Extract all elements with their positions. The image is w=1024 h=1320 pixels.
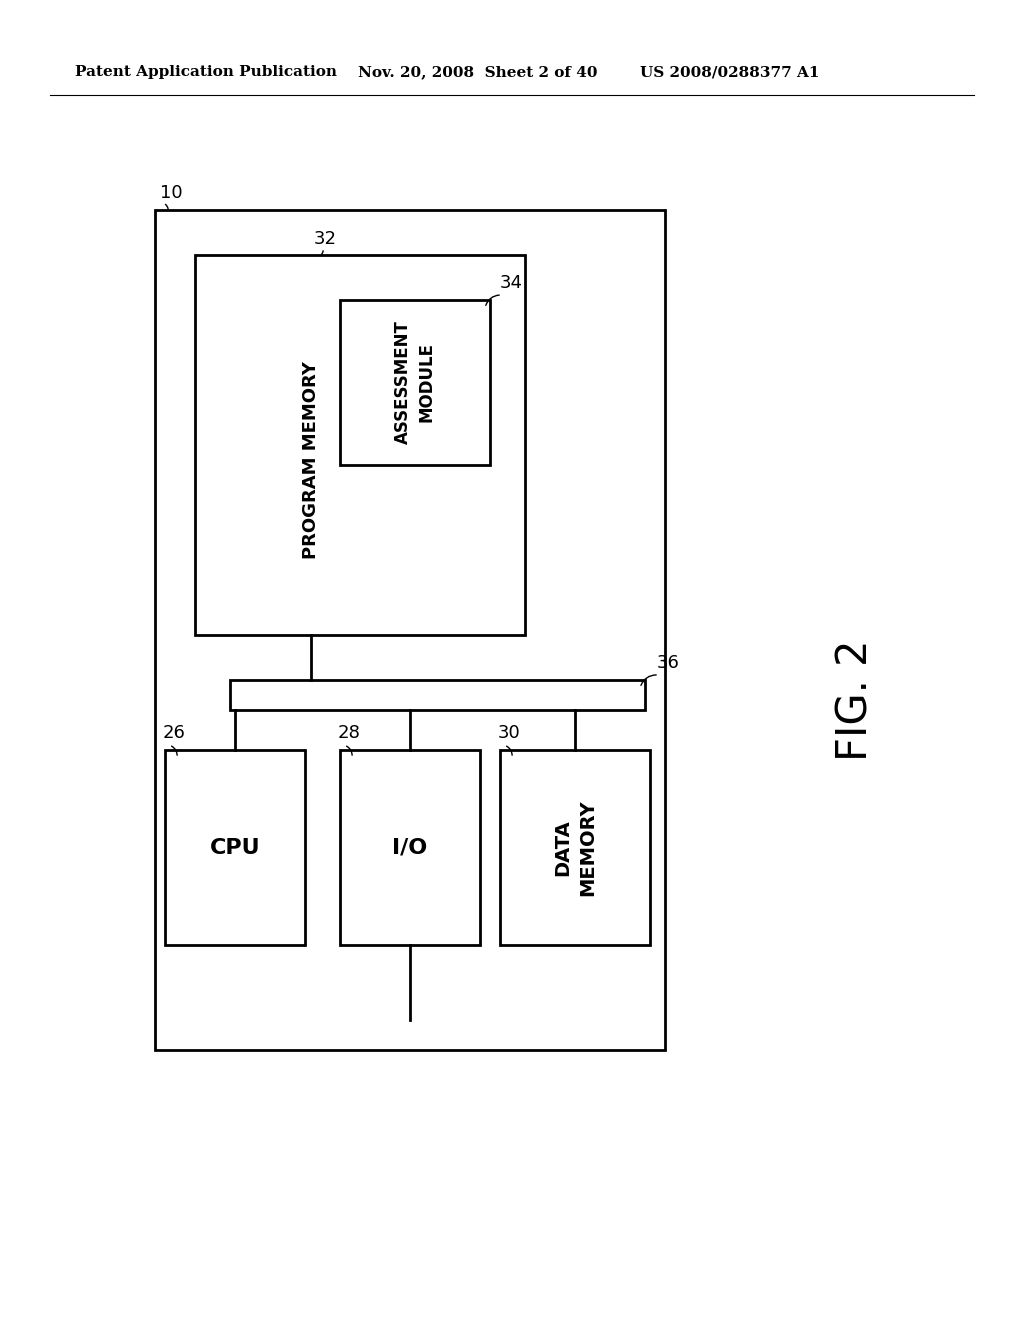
Text: Patent Application Publication: Patent Application Publication: [75, 65, 337, 79]
Text: PROGRAM MEMORY: PROGRAM MEMORY: [301, 362, 319, 558]
Text: 36: 36: [657, 653, 680, 672]
Text: US 2008/0288377 A1: US 2008/0288377 A1: [640, 65, 819, 79]
Bar: [230, 680, 645, 710]
Text: 10: 10: [160, 183, 182, 202]
Text: 32: 32: [313, 230, 337, 248]
Text: 34: 34: [500, 275, 523, 292]
Text: 26: 26: [163, 723, 186, 742]
Text: DATA
MEMORY: DATA MEMORY: [553, 799, 597, 896]
Text: ASSESSMENT
MODULE: ASSESSMENT MODULE: [394, 321, 436, 445]
Text: CPU: CPU: [210, 837, 260, 858]
Text: 30: 30: [498, 723, 521, 742]
Bar: [195, 255, 525, 635]
Bar: [340, 750, 480, 945]
Bar: [500, 750, 650, 945]
Bar: [165, 750, 305, 945]
Text: FIG. 2: FIG. 2: [834, 639, 876, 760]
Text: 28: 28: [338, 723, 360, 742]
Bar: [340, 300, 490, 465]
Bar: [155, 210, 665, 1049]
Text: Nov. 20, 2008  Sheet 2 of 40: Nov. 20, 2008 Sheet 2 of 40: [358, 65, 597, 79]
Text: I/O: I/O: [392, 837, 428, 858]
